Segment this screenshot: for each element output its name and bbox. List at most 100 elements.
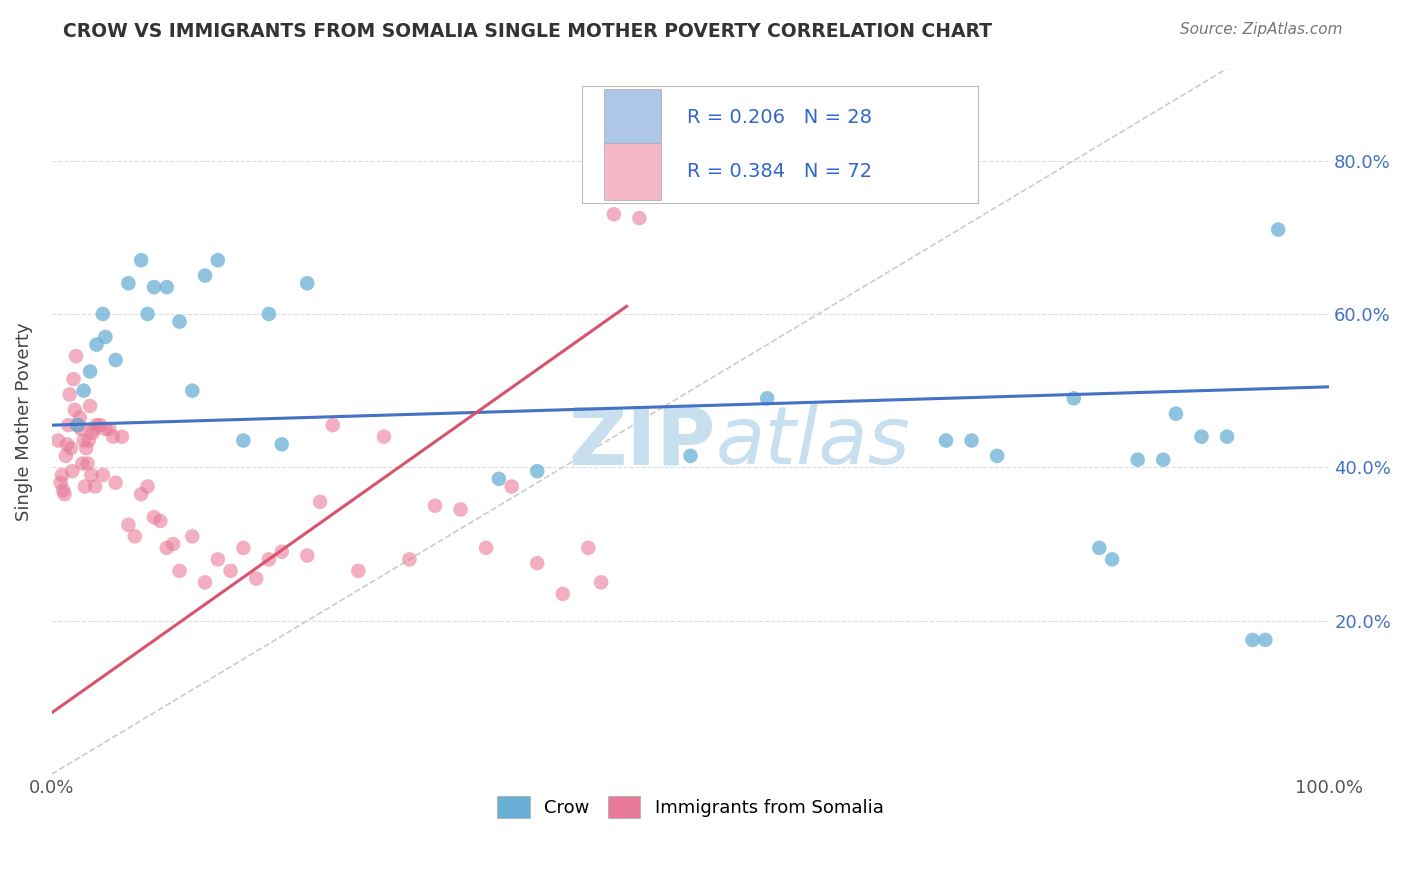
Point xyxy=(603,207,626,221)
Point xyxy=(309,495,332,509)
Point xyxy=(322,418,344,433)
Point xyxy=(51,468,73,483)
Point xyxy=(129,253,152,268)
Point xyxy=(181,529,204,543)
Point xyxy=(73,434,96,448)
Point xyxy=(257,552,280,566)
Point xyxy=(46,434,69,448)
FancyBboxPatch shape xyxy=(582,87,979,202)
Point xyxy=(373,430,395,444)
Point xyxy=(111,430,134,444)
Point xyxy=(616,161,638,176)
Point xyxy=(91,307,114,321)
Point xyxy=(1191,430,1213,444)
Point xyxy=(526,464,548,478)
Point xyxy=(86,337,108,351)
Point xyxy=(162,537,184,551)
Point xyxy=(117,277,139,291)
Y-axis label: Single Mother Poverty: Single Mother Poverty xyxy=(15,322,32,521)
Point xyxy=(347,564,370,578)
Point xyxy=(79,364,101,378)
Point xyxy=(73,384,96,398)
Point xyxy=(79,399,101,413)
Point xyxy=(756,392,779,406)
Point xyxy=(270,545,292,559)
Point xyxy=(80,468,103,483)
Point xyxy=(1254,632,1277,647)
Point xyxy=(117,517,139,532)
Point xyxy=(101,430,124,444)
Point xyxy=(1164,407,1187,421)
Point xyxy=(169,564,191,578)
Point xyxy=(488,472,510,486)
Point xyxy=(55,449,77,463)
Point xyxy=(156,541,179,555)
Point xyxy=(245,572,267,586)
Point xyxy=(69,410,91,425)
Point xyxy=(1126,452,1149,467)
Point xyxy=(194,268,217,283)
Point xyxy=(49,475,72,490)
FancyBboxPatch shape xyxy=(603,144,661,200)
Point xyxy=(551,587,574,601)
Point xyxy=(1267,222,1289,236)
Point xyxy=(169,315,191,329)
Point xyxy=(1241,632,1264,647)
Point xyxy=(53,487,76,501)
Point xyxy=(91,468,114,483)
Point xyxy=(450,502,472,516)
Text: R = 0.384   N = 72: R = 0.384 N = 72 xyxy=(686,162,872,181)
Point xyxy=(84,479,107,493)
Point xyxy=(63,402,86,417)
Point xyxy=(124,529,146,543)
Point xyxy=(65,349,87,363)
Point xyxy=(232,541,254,555)
Point xyxy=(129,487,152,501)
Point xyxy=(1152,452,1174,467)
Point xyxy=(219,564,242,578)
Point xyxy=(398,552,420,566)
FancyBboxPatch shape xyxy=(603,89,661,145)
Point xyxy=(56,437,79,451)
Point xyxy=(641,172,664,186)
Point xyxy=(423,499,446,513)
Point xyxy=(94,422,117,436)
Point xyxy=(59,441,82,455)
Point xyxy=(1088,541,1111,555)
Point xyxy=(149,514,172,528)
Point xyxy=(986,449,1008,463)
Point xyxy=(935,434,957,448)
Point xyxy=(70,422,93,436)
Point xyxy=(66,418,89,433)
Point xyxy=(62,372,84,386)
Point xyxy=(59,387,82,401)
Point xyxy=(52,483,75,498)
Point xyxy=(136,479,159,493)
Point xyxy=(297,549,319,563)
Point xyxy=(576,541,599,555)
Point xyxy=(104,475,127,490)
Legend: Crow, Immigrants from Somalia: Crow, Immigrants from Somalia xyxy=(491,789,891,825)
Point xyxy=(526,556,548,570)
Text: CROW VS IMMIGRANTS FROM SOMALIA SINGLE MOTHER POVERTY CORRELATION CHART: CROW VS IMMIGRANTS FROM SOMALIA SINGLE M… xyxy=(63,22,993,41)
Point xyxy=(60,464,83,478)
Point xyxy=(501,479,523,493)
Point xyxy=(58,418,80,433)
Point xyxy=(194,575,217,590)
Point xyxy=(207,552,229,566)
Text: ZIP: ZIP xyxy=(569,403,716,482)
Point xyxy=(67,418,90,433)
Point xyxy=(232,434,254,448)
Point xyxy=(98,422,121,436)
Point xyxy=(207,253,229,268)
Point xyxy=(82,425,104,440)
Text: R = 0.206   N = 28: R = 0.206 N = 28 xyxy=(686,108,872,127)
Point xyxy=(142,510,165,524)
Point xyxy=(475,541,498,555)
Point xyxy=(181,384,204,398)
Point xyxy=(86,418,108,433)
Point xyxy=(270,437,292,451)
Point xyxy=(89,418,111,433)
Text: atlas: atlas xyxy=(716,403,911,482)
Point xyxy=(75,441,97,455)
